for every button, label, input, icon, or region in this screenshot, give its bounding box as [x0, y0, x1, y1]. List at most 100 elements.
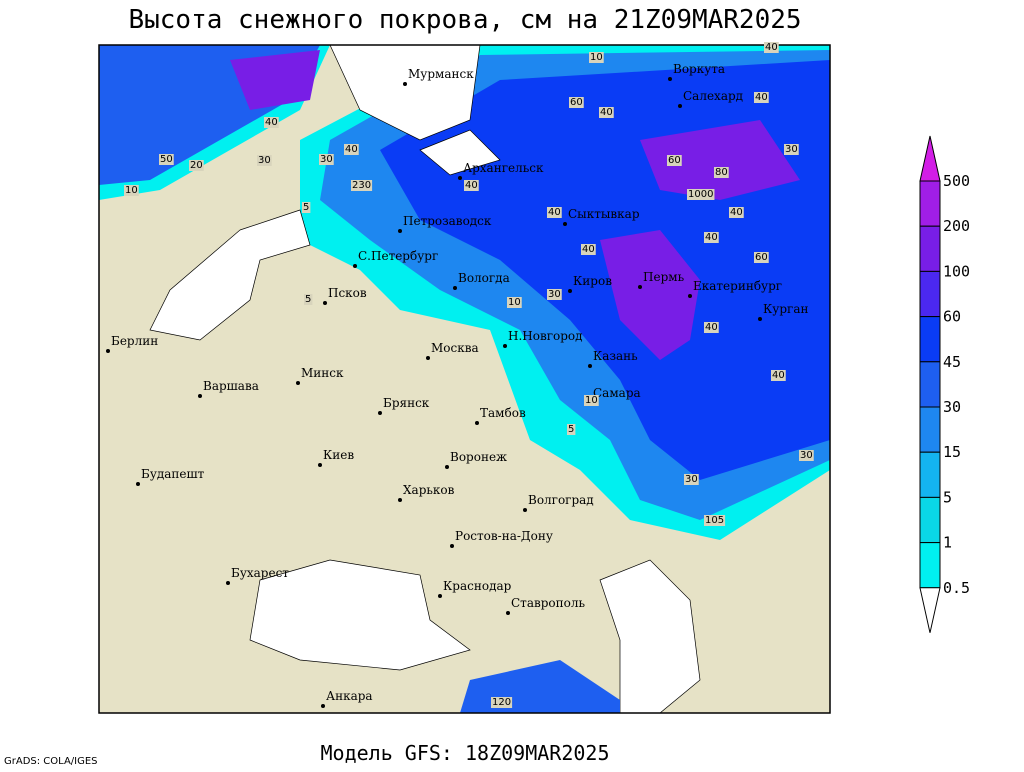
city-label: Минск — [301, 366, 344, 380]
colorbar-box — [919, 542, 941, 589]
contour-label-box — [754, 92, 769, 103]
city-dot — [506, 611, 510, 615]
contour-label-box — [704, 232, 719, 243]
city-dot — [398, 498, 402, 502]
snow-max — [230, 50, 800, 360]
city-dot — [688, 294, 692, 298]
title: Высота снежного покрова, см на 21Z09MAR2… — [128, 5, 801, 35]
city-label: Самара — [593, 386, 641, 400]
city-label: Пермь — [643, 270, 685, 284]
contour-label-box — [764, 42, 779, 53]
colorbar-label: 0.5 — [943, 579, 970, 597]
colorbar-label: 60 — [943, 308, 961, 326]
contour-label: 10 — [125, 185, 138, 196]
contour-label-box — [799, 450, 814, 461]
contour-label: 105 — [705, 515, 724, 526]
contour-label-box — [302, 202, 311, 213]
city-dot — [588, 364, 592, 368]
city-dot — [453, 286, 457, 290]
city-dot — [136, 482, 140, 486]
city-dot — [398, 229, 402, 233]
colorbar-box — [919, 406, 941, 453]
contour-label: 60 — [570, 97, 583, 108]
city-label: Харьков — [403, 483, 455, 497]
city-dot — [321, 704, 325, 708]
city-label: Брянск — [383, 396, 430, 410]
city-dot — [403, 82, 407, 86]
city-label: Воронеж — [450, 450, 507, 464]
contour-label: 60 — [668, 155, 681, 166]
contour-label: 30 — [320, 154, 333, 165]
city-dot — [353, 264, 357, 268]
colorbar-label: 5 — [943, 488, 952, 506]
contour-label: 10 — [585, 395, 598, 406]
city-dot — [445, 465, 449, 469]
contour-label-box — [754, 252, 769, 263]
colorbar-box — [919, 225, 941, 272]
contour-label: 30 — [800, 450, 813, 461]
city-label: Воркута — [673, 62, 725, 76]
colorbar-label: 1 — [943, 534, 952, 552]
contour-label: 40 — [730, 207, 743, 218]
contour-label-box — [159, 154, 174, 165]
colorbar-box — [919, 496, 941, 544]
contour-label: 120 — [492, 697, 511, 708]
contour-label-box — [547, 289, 562, 300]
city-label: Анкара — [326, 689, 373, 703]
city-label: Волгоград — [528, 493, 594, 507]
city-dot — [198, 394, 202, 398]
caspian-sea — [599, 559, 701, 714]
city-label: Берлин — [111, 334, 158, 348]
contour-label: 40 — [600, 107, 613, 118]
contour-label-box — [589, 52, 604, 63]
city-dot — [668, 77, 672, 81]
contour-label-box — [771, 370, 786, 381]
cities: Мурманск Воркута Салехард Архангельск Петроз… — [106, 62, 808, 708]
contour-label: 50 — [160, 154, 173, 165]
city-dot — [226, 581, 230, 585]
colorbar-bottom — [919, 587, 941, 633]
contour-label: 40 — [765, 42, 778, 53]
colorbar-box — [919, 361, 941, 408]
city-dot — [563, 222, 567, 226]
city-label: Варшава — [203, 379, 259, 393]
city-label: Сыктывкар — [568, 207, 640, 221]
city-label: Москва — [431, 341, 479, 355]
colorbar-box — [919, 451, 941, 498]
city-dot — [296, 381, 300, 385]
contour-label: 5 — [568, 424, 574, 435]
city-label: Тамбов — [480, 406, 526, 420]
contour-label-box — [264, 117, 279, 128]
contour-label: 40 — [705, 232, 718, 243]
contour-label: 20 — [190, 160, 203, 171]
city-dot — [475, 421, 479, 425]
colorbar-box — [919, 270, 941, 318]
footer: Модель GFS: 18Z09MAR2025 — [321, 741, 610, 765]
city-label: Петрозаводск — [403, 214, 492, 228]
city-label: Екатеринбург — [693, 279, 782, 293]
city-dot — [450, 544, 454, 548]
contour-label-box — [304, 294, 313, 305]
contour-label: 40 — [265, 117, 278, 128]
city-label: Архангельск — [463, 161, 544, 175]
city-dot — [106, 349, 110, 353]
contour-label-box — [124, 185, 139, 196]
contour-label-box — [687, 189, 715, 200]
contour-label: 40 — [582, 244, 595, 255]
contour-label-box — [491, 697, 513, 708]
contour-label-box — [351, 180, 373, 191]
contour-label-box — [547, 207, 562, 218]
colorbar-label: 15 — [943, 443, 961, 461]
city-dot — [503, 344, 507, 348]
city-label: Псков — [328, 286, 367, 300]
contour-label-box — [507, 297, 522, 308]
contour-label: 1000 — [688, 189, 713, 200]
city-label: Будапешт — [141, 467, 205, 481]
contour-label-box — [599, 107, 614, 118]
contour-label: 10 — [590, 52, 603, 63]
contour-label: 40 — [465, 180, 478, 191]
contour-label-box — [189, 160, 204, 171]
contour-label: 40 — [548, 207, 561, 218]
contour-label-box — [257, 155, 272, 166]
contour-label-box — [714, 167, 729, 178]
